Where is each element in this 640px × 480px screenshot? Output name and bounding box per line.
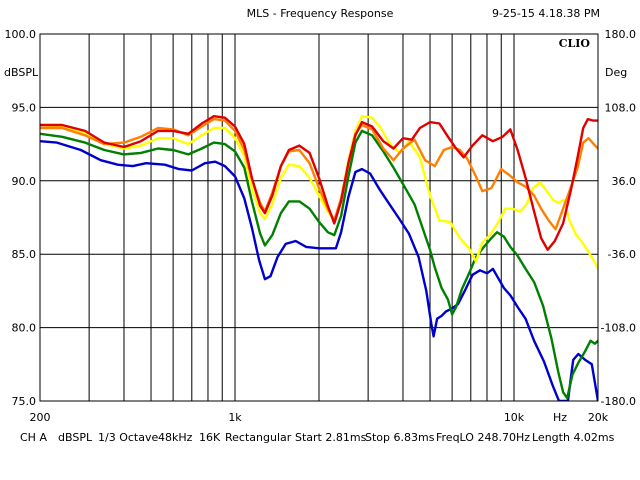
y-tick-label-left: 100.0 [5, 28, 37, 41]
y-tick-label-right: -180.0 [601, 395, 636, 408]
measurement-info-bar: CH A dBSPL 1/3 Octave 48kHz 16K Rectangu… [20, 431, 620, 447]
series-line-1 [40, 140, 598, 401]
x-tick-label: 10k [504, 411, 525, 424]
freqlo-label: FreqLO 248.70Hz [436, 431, 530, 444]
stop-label: Stop 6.83ms [365, 431, 435, 444]
series-group [40, 115, 598, 401]
length-label: Length 4.02ms [532, 431, 615, 444]
x-tick-label: 200 [30, 411, 51, 424]
x-tick-label: 20k [588, 411, 609, 424]
unit-label: dBSPL [58, 431, 93, 444]
fft-size-label: 16K [199, 431, 221, 444]
y-tick-label-left: 85.0 [12, 248, 37, 261]
brand-logo: CLIO [559, 37, 591, 50]
brand-box [554, 36, 596, 50]
series-line-2 [40, 129, 598, 400]
series-line-5 [40, 115, 598, 251]
y-axis-label-right: Deg [605, 66, 627, 79]
y-tick-label-right: 180.0 [605, 28, 637, 41]
series-line-3 [40, 115, 598, 271]
window-label: Rectangular [225, 431, 292, 444]
sample-rate-label: 48kHz [158, 431, 193, 444]
series-line-4 [40, 117, 598, 231]
x-tick-labels: 200 1k 10k 20k [30, 411, 609, 424]
plot-frame [39, 33, 599, 402]
y-tick-label-right: 108.0 [605, 101, 637, 114]
y-tick-label-right: -108.0 [601, 322, 636, 335]
y-tick-label-left: 95.0 [12, 101, 37, 114]
timestamp: 9-25-15 4.18.38 PM [492, 7, 600, 20]
y-tick-labels-left: 75.0 80.0 85.0 90.0 95.0 100.0 [5, 28, 37, 408]
y-tick-label-left: 80.0 [12, 322, 37, 335]
y-tick-label-right: 36.0 [612, 175, 637, 188]
y-tick-labels-right: -180.0 -108.0 -36.0 36.0 108.0 180.0 [601, 28, 636, 408]
y-axis-label-left: dBSPL [4, 66, 39, 79]
channel-label: CH A [20, 431, 47, 444]
y-tick-label-right: -36.0 [608, 248, 636, 261]
x-axis-label: Hz [553, 411, 567, 424]
y-tick-label-left: 90.0 [12, 175, 37, 188]
chart-title: MLS - Frequency Response [247, 7, 394, 20]
y-tick-label-left: 75.0 [12, 395, 37, 408]
start-label: Start 2.81ms [295, 431, 367, 444]
x-tick-label: 1k [228, 411, 242, 424]
grid-lines [40, 34, 598, 401]
smoothing-label: 1/3 Octave [98, 431, 159, 444]
